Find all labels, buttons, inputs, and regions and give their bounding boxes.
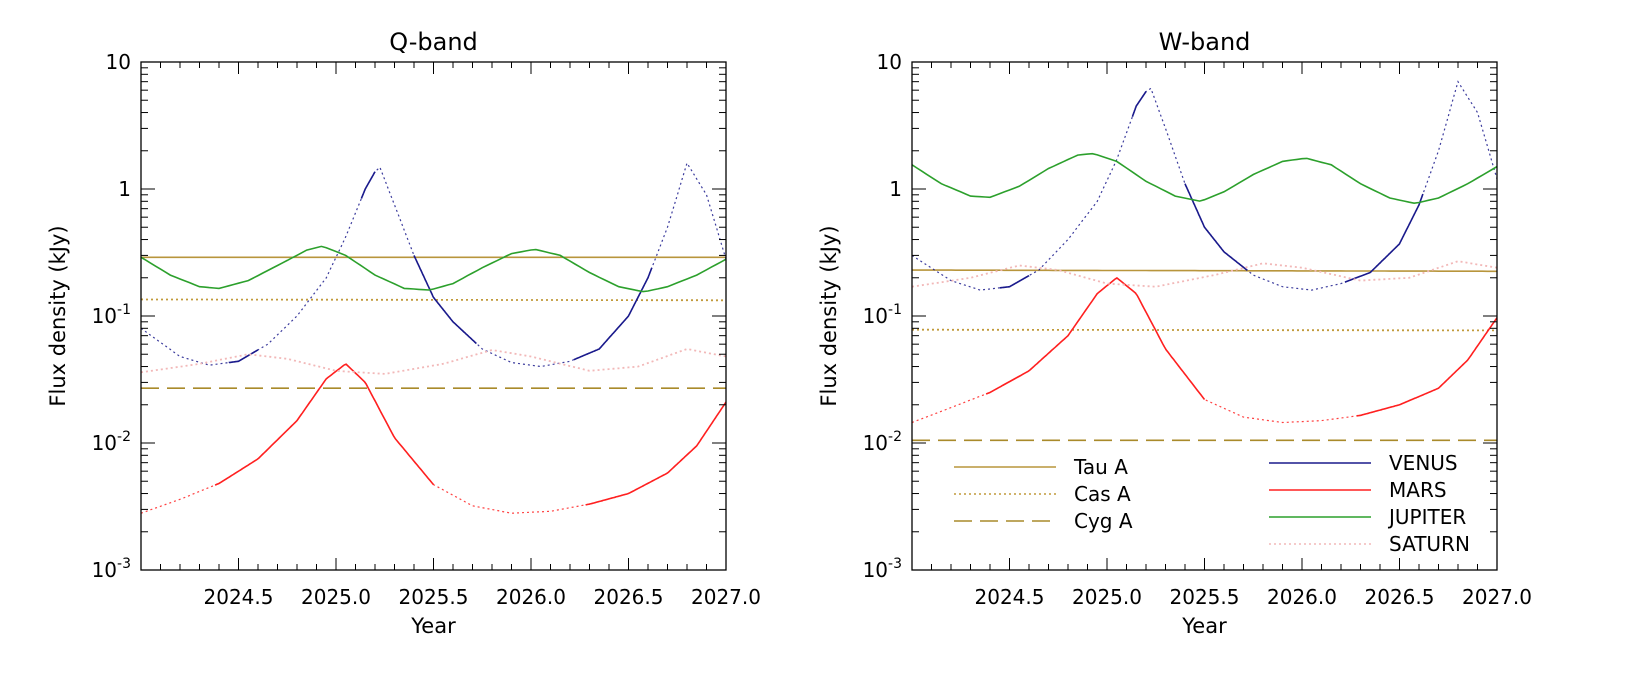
series-venus-solid-segment bbox=[413, 255, 477, 345]
series-mars-solid-segment bbox=[1356, 317, 1497, 417]
x-tick-label: 2026.0 bbox=[496, 585, 566, 609]
legend-label-saturn: SATURN bbox=[1389, 532, 1470, 556]
x-tick-label: 2027.0 bbox=[1462, 585, 1532, 609]
chart-title: W-band bbox=[1159, 28, 1251, 56]
y-axis-label: Flux density (kJy) bbox=[817, 225, 841, 406]
series-cas-a-line bbox=[912, 328, 1497, 332]
series-venus-solid-segment bbox=[1344, 193, 1424, 283]
y-tick-label: 10-2 bbox=[92, 429, 131, 455]
y-tick-label: 10-1 bbox=[92, 302, 131, 328]
series-venus-solid-segment bbox=[228, 349, 259, 364]
y-tick-label: 10 bbox=[877, 50, 902, 74]
series-venus-solid-segment bbox=[1184, 183, 1248, 272]
x-tick-label: 2026.5 bbox=[1365, 585, 1435, 609]
series-saturn-line bbox=[141, 348, 726, 375]
series-saturn-line bbox=[912, 260, 1497, 288]
y-tick-label: 10-3 bbox=[92, 556, 131, 582]
series-venus-dotted-line bbox=[912, 80, 1497, 291]
x-tick-label: 2026.5 bbox=[594, 585, 664, 609]
x-tick-label: 2026.0 bbox=[1267, 585, 1337, 609]
series-group bbox=[141, 161, 726, 514]
x-tick-label: 2024.5 bbox=[975, 585, 1045, 609]
legend-label-venus: VENUS bbox=[1389, 451, 1458, 475]
series-cas-a-line bbox=[141, 298, 726, 302]
series-venus-solid-segment bbox=[573, 267, 653, 361]
chart-title: Q-band bbox=[389, 28, 478, 56]
chart-panel-q-band: Q-band 2024.5 2025.0 2025.5 2026.0 2026.5 2027… bbox=[46, 28, 761, 638]
x-tick-label: 2024.5 bbox=[204, 585, 274, 609]
x-tick-label: 2025.5 bbox=[399, 585, 469, 609]
series-mars-solid-segment bbox=[214, 363, 435, 486]
y-tick-label: 10-3 bbox=[863, 556, 902, 582]
x-tick-label: 2025.0 bbox=[1072, 585, 1142, 609]
series-mars-solid-segment bbox=[585, 401, 726, 506]
series-jupiter-line bbox=[912, 152, 1497, 205]
legend-label-tau-a: Tau A bbox=[1073, 455, 1128, 479]
legend: Tau A Cas A Cyg A VENUS MARS JUPITER SATURN bbox=[954, 451, 1470, 556]
series-venus-dotted-line bbox=[141, 161, 726, 368]
series-mars-dotted-line bbox=[141, 363, 726, 514]
y-tick-label: 1 bbox=[889, 177, 902, 201]
x-tick-label: 2025.5 bbox=[1170, 585, 1240, 609]
series-tau-a-line bbox=[912, 269, 1497, 273]
legend-label-mars: MARS bbox=[1389, 478, 1447, 502]
x-axis-label: Year bbox=[1181, 614, 1227, 638]
legend-label-cas-a: Cas A bbox=[1074, 482, 1131, 506]
y-axis-label: Flux density (kJy) bbox=[46, 225, 70, 406]
x-axis-label: Year bbox=[410, 614, 456, 638]
y-tick-label: 10-1 bbox=[863, 302, 902, 328]
plot-frame bbox=[140, 61, 727, 571]
series-jupiter-line bbox=[141, 245, 726, 293]
series-venus-solid-segment bbox=[999, 275, 1030, 289]
series-venus-solid-segment bbox=[1131, 91, 1147, 118]
series-venus-solid-segment bbox=[360, 171, 376, 199]
x-tick-label: 2025.0 bbox=[301, 585, 371, 609]
series-mars-solid-segment bbox=[985, 277, 1206, 400]
y-tick-label: 10-2 bbox=[863, 429, 902, 455]
series-group bbox=[912, 80, 1497, 442]
y-tick-label: 1 bbox=[118, 177, 131, 201]
x-tick-label: 2027.0 bbox=[691, 585, 761, 609]
legend-label-jupiter: JUPITER bbox=[1387, 505, 1466, 529]
y-tick-label: 10 bbox=[106, 50, 131, 74]
legend-label-cyg-a: Cyg A bbox=[1074, 509, 1133, 533]
chart-panel-w-band: W-band 2024.5 2025.0 2025.5 2026.0 2026.5 2027… bbox=[817, 28, 1532, 638]
